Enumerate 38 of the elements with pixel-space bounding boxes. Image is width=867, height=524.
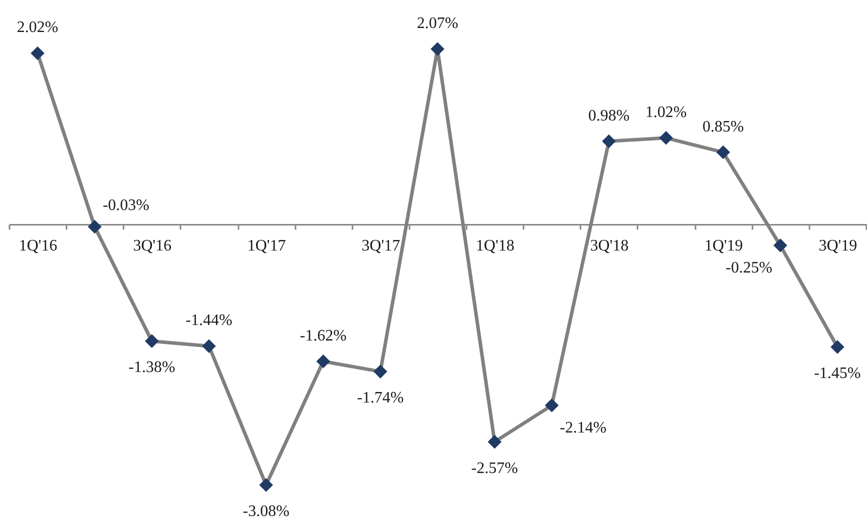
point — [830, 340, 844, 354]
data-label: -2.14% — [560, 419, 606, 436]
data-label: 0.98% — [588, 107, 630, 124]
data-label: -1.45% — [814, 365, 861, 382]
data-label: 0.85% — [702, 118, 744, 136]
point — [716, 145, 730, 160]
point — [30, 46, 44, 60]
point — [773, 238, 788, 252]
point — [602, 134, 616, 148]
data-label: -1.62% — [300, 327, 347, 344]
data-label: -2.57% — [471, 460, 518, 477]
x-tick-label: 3Q'18 — [590, 238, 629, 255]
data-label: 2.07% — [416, 15, 458, 32]
point — [544, 398, 559, 412]
point — [430, 42, 444, 56]
data-label: -1.74% — [357, 390, 404, 407]
x-tick-label: 1Q'16 — [18, 238, 58, 255]
point — [316, 354, 330, 368]
point — [488, 434, 502, 449]
data-label: -3.08% — [242, 503, 290, 520]
data-label: 2.02% — [16, 19, 58, 36]
x-tick-label: 3Q'16 — [133, 238, 172, 255]
point — [659, 131, 673, 145]
point — [259, 478, 273, 492]
x-tick-label: 3Q'17 — [362, 238, 400, 255]
data-label: 1.02% — [645, 104, 687, 121]
data-label: -1.38% — [128, 359, 176, 376]
point — [144, 334, 159, 348]
data-label: -0.03% — [102, 196, 150, 214]
data-label: -1.44% — [186, 312, 232, 330]
x-tick-label: 1Q'18 — [476, 238, 514, 255]
x-tick-label: 1Q'19 — [704, 238, 743, 255]
point — [373, 364, 388, 378]
x-tick-label: 3Q'19 — [818, 238, 858, 255]
point — [88, 220, 102, 234]
x-tick-label: 1Q'17 — [247, 238, 286, 255]
point — [202, 339, 216, 354]
data-label: -0.25% — [726, 259, 772, 276]
